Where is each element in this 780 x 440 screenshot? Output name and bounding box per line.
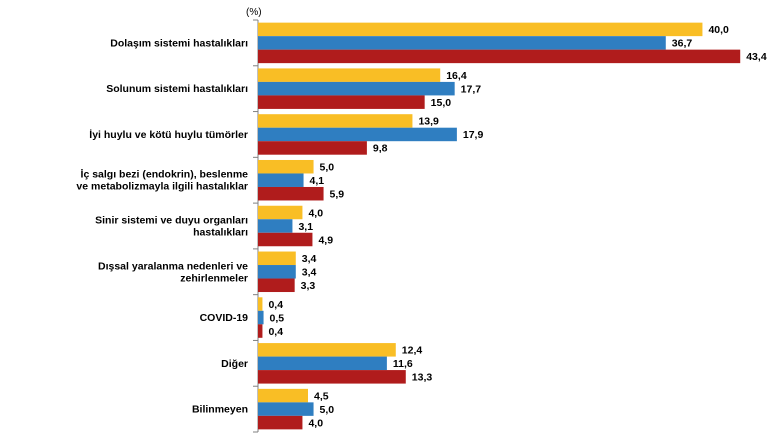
data-label: 0,4	[268, 299, 283, 311]
bar-series-3	[258, 278, 295, 293]
bar-series-3	[258, 95, 425, 109]
data-label: 15,0	[431, 97, 452, 109]
data-label: 16,4	[446, 70, 467, 82]
category-label: COVID-19	[200, 312, 249, 324]
data-label: 3,3	[301, 280, 316, 292]
bar-series-1	[258, 205, 303, 220]
category-label: Dışsal yaralanma nedenleri ve	[98, 260, 248, 272]
bar-series-1	[258, 251, 296, 266]
data-label: 0,4	[268, 326, 283, 338]
data-label: 3,4	[302, 267, 317, 279]
data-label: 40,0	[708, 24, 729, 36]
data-label: 17,7	[461, 83, 482, 95]
unit-label: (%)	[246, 7, 262, 18]
category-label: İç salgı bezi (endokrin), beslenme	[81, 168, 249, 181]
category-label: Bilinmeyen	[192, 404, 248, 416]
bar-series-1	[258, 388, 308, 403]
data-label: 17,9	[463, 129, 484, 141]
bar-series-3	[258, 141, 367, 155]
data-label: 4,0	[308, 417, 323, 429]
category-label: ve metabolizmayla ilgili hastalıklar	[76, 181, 248, 193]
data-label: 11,6	[393, 358, 413, 370]
bar-series-2	[258, 173, 304, 187]
bar-series-1	[258, 68, 441, 82]
data-label: 5,0	[320, 162, 335, 174]
bar-series-3	[258, 324, 263, 338]
data-label: 4,5	[314, 390, 329, 402]
bar-series-2	[258, 127, 457, 142]
bar-series-1	[258, 297, 263, 311]
data-label: 13,9	[418, 116, 439, 128]
data-label: 3,4	[302, 253, 317, 265]
bar-series-1	[258, 22, 703, 37]
bar-series-2	[258, 265, 296, 279]
category-label: zehirlenmeler	[180, 272, 248, 284]
bar-series-2	[258, 81, 455, 96]
bar-series-3	[258, 49, 741, 64]
data-label: 0,5	[270, 312, 285, 324]
bar-series-2	[258, 36, 666, 50]
bar-series-1	[258, 159, 314, 174]
category-label: Solunum sistemi hastalıkları	[106, 83, 248, 95]
data-label: 43,4	[746, 51, 767, 63]
bars-group: Dolaşım sistemi hastalıkları 40,0 36,7 43,4…	[76, 19, 767, 433]
bar-series-3	[258, 232, 313, 247]
data-label: 36,7	[672, 38, 693, 50]
category-label: İyi huylu ve kötü huylu tümörler	[89, 128, 248, 141]
data-label: 4,1	[310, 175, 325, 187]
category-label: Dolaşım sistemi hastalıkları	[110, 37, 248, 49]
data-label: 12,4	[402, 345, 423, 357]
bar-series-2	[258, 356, 387, 371]
bar-series-3	[258, 186, 324, 201]
data-label: 5,0	[320, 404, 335, 416]
bar-series-3	[258, 415, 303, 430]
bar-series-2	[258, 402, 314, 416]
data-label: 4,0	[308, 207, 323, 219]
data-label: 13,3	[412, 372, 433, 384]
bar-series-1	[258, 343, 396, 357]
category-label: Diğer	[221, 358, 248, 370]
bar-series-1	[258, 114, 413, 128]
data-label: 5,9	[330, 189, 345, 201]
bar-series-2	[258, 310, 264, 325]
data-label: 9,8	[373, 143, 388, 155]
bar-series-3	[258, 370, 406, 384]
data-label: 3,1	[298, 221, 313, 233]
category-label: Sinir sistemi ve duyu organları	[95, 215, 248, 227]
bar-series-2	[258, 219, 293, 233]
category-label: hastalıkları	[193, 227, 248, 239]
data-label: 4,9	[318, 234, 333, 246]
